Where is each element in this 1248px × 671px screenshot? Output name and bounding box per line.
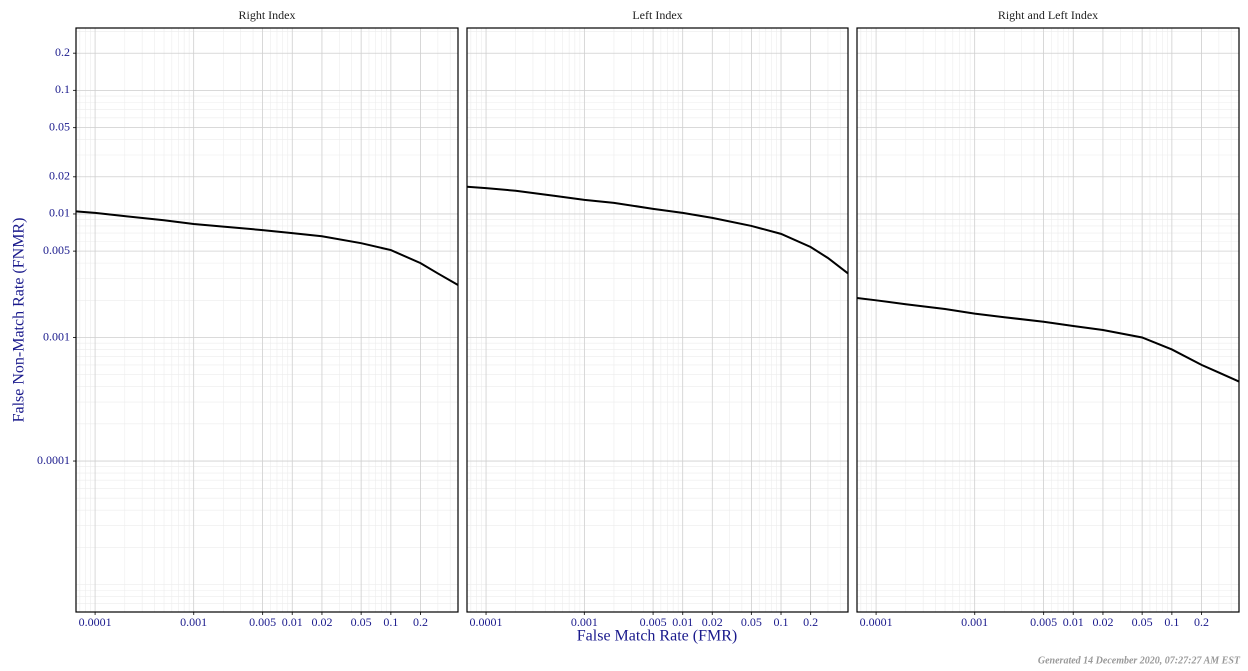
x-tick-label: 0.01 (672, 615, 693, 629)
panel-border (466, 27, 849, 613)
curve (856, 296, 1240, 383)
x-tick-label: 0.005 (249, 615, 276, 629)
x-tick-label: 0.02 (1092, 615, 1113, 629)
x-tick-label: 0.2 (413, 615, 428, 629)
x-tick-label: 0.1 (383, 615, 398, 629)
y-axis-label: False Non-Match Rate (FNMR) (11, 218, 28, 423)
x-tick-label: 0.1 (1164, 615, 1179, 629)
curve (466, 185, 849, 275)
y-tick-label: 0.02 (49, 169, 70, 183)
panel-title: Right and Left Index (998, 8, 1098, 22)
x-tick-label: 0.001 (571, 615, 598, 629)
panel-title: Left Index (632, 8, 682, 22)
y-tick-label: 0.1 (55, 82, 70, 96)
panel-background (76, 28, 458, 612)
y-tick-label: 0.2 (55, 45, 70, 59)
x-tick-label: 0.005 (1030, 615, 1057, 629)
y-tick-label: 0.005 (43, 243, 70, 257)
x-tick-label: 0.0001 (470, 615, 503, 629)
x-tick-label: 0.005 (640, 615, 667, 629)
panel-background (857, 28, 1239, 612)
x-tick-label: 0.02 (702, 615, 723, 629)
x-tick-label: 0.02 (311, 615, 332, 629)
x-tick-label: 0.1 (774, 615, 789, 629)
x-tick-label: 0.01 (1063, 615, 1084, 629)
x-axis-label: False Match Rate (FMR) (577, 628, 737, 645)
panel-background (467, 28, 848, 612)
x-tick-label: 0.0001 (79, 615, 112, 629)
x-tick-label: 0.2 (803, 615, 818, 629)
x-tick-label: 0.0001 (860, 615, 893, 629)
y-tick-label: 0.01 (49, 206, 70, 220)
panel-title: Right Index (239, 8, 296, 22)
x-tick-label: 0.05 (1132, 615, 1153, 629)
curve (75, 210, 459, 286)
x-tick-label: 0.2 (1194, 615, 1209, 629)
y-tick-label: 0.001 (43, 329, 70, 343)
panel-border (856, 27, 1240, 613)
panel-border (75, 27, 459, 613)
x-tick-label: 0.05 (351, 615, 372, 629)
y-tick-label: 0.05 (49, 119, 70, 133)
x-tick-label: 0.001 (961, 615, 988, 629)
x-tick-label: 0.001 (180, 615, 207, 629)
y-tick-label: 0.0001 (37, 453, 70, 467)
x-tick-label: 0.05 (741, 615, 762, 629)
x-tick-label: 0.01 (282, 615, 303, 629)
footer: Generated 14 December 2020, 07:27:27 AM … (1038, 655, 1241, 666)
